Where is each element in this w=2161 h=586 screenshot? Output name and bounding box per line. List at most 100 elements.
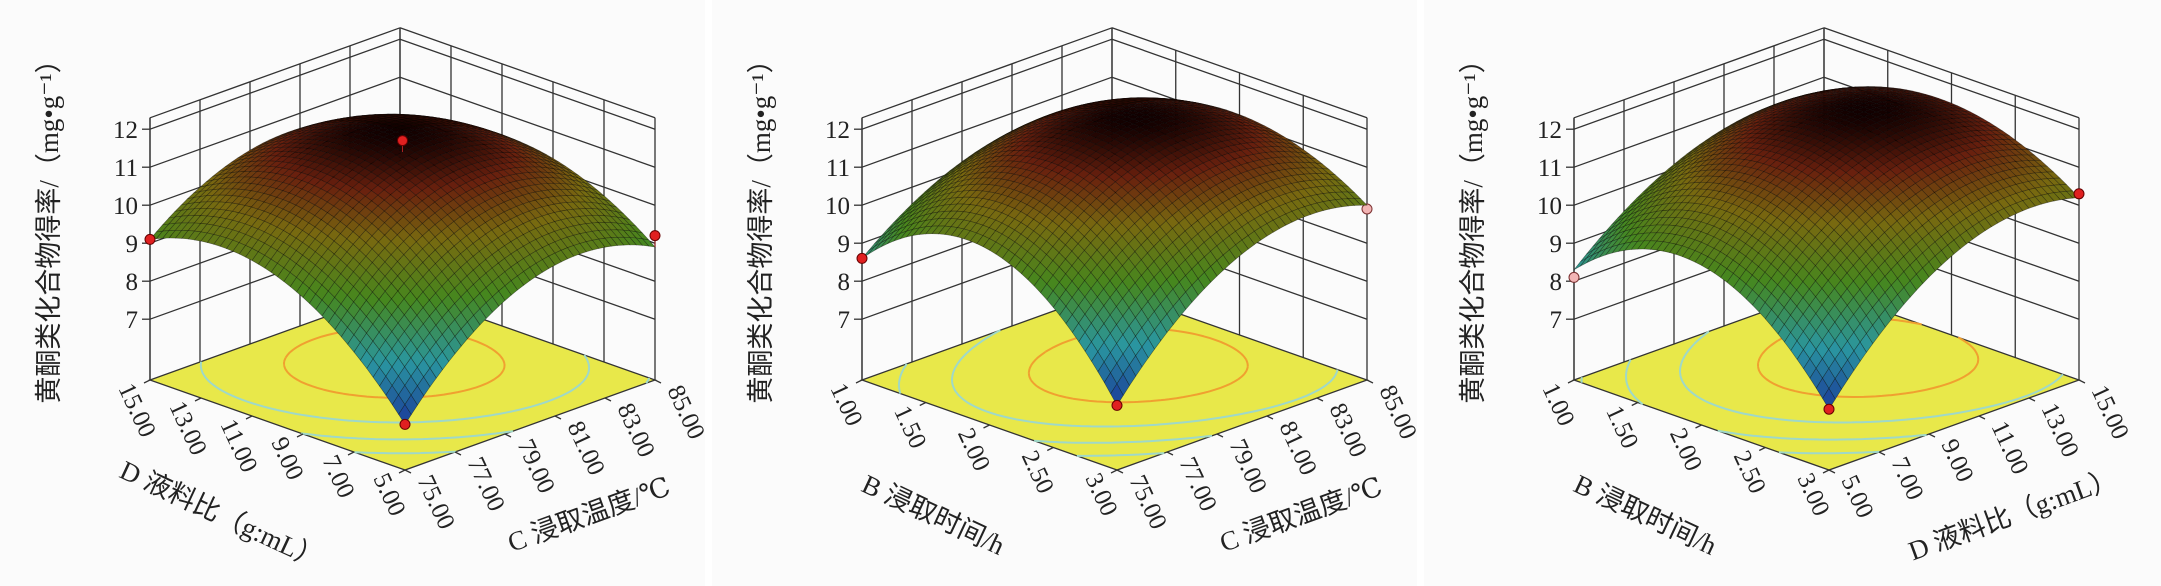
surface-patch xyxy=(218,164,232,172)
surface-patch xyxy=(404,322,418,341)
surface-patch xyxy=(1119,99,1133,103)
surface-patch xyxy=(1915,238,1930,254)
surface-patch xyxy=(352,249,367,265)
surface-patch xyxy=(1226,113,1240,118)
surface-patch xyxy=(326,168,341,178)
surface-patch xyxy=(1940,206,1955,220)
surface-patch xyxy=(1744,183,1759,194)
surface-patch xyxy=(1037,119,1051,125)
surface-patch xyxy=(1850,105,1865,110)
wall-gridline xyxy=(861,38,1113,130)
surface-patch xyxy=(886,221,901,233)
surface-patch xyxy=(320,201,335,214)
surface-patch xyxy=(1825,95,1839,99)
wall-gridline xyxy=(149,76,401,168)
surface-patch xyxy=(1724,131,1738,139)
surface-patch xyxy=(1771,284,1785,301)
surface-patch xyxy=(1110,342,1124,364)
surface-patch xyxy=(357,146,372,154)
surface-patch xyxy=(1957,121,1973,128)
surface-patch xyxy=(1763,192,1778,203)
surface-patch xyxy=(1739,269,1753,285)
surface-patch xyxy=(490,164,505,172)
surface-patch xyxy=(559,183,574,191)
surface-patch xyxy=(391,394,406,415)
surface-patch xyxy=(1761,104,1775,110)
surface-patch xyxy=(1209,184,1223,196)
surface-patch xyxy=(1812,101,1826,106)
surface-patch xyxy=(1072,322,1086,343)
surface-patch xyxy=(1882,123,1897,130)
surface-patch xyxy=(1088,131,1103,139)
surface-patch xyxy=(351,120,364,124)
surface-patch xyxy=(969,232,984,245)
z-tick-label: 8 xyxy=(126,269,139,296)
surface-patch xyxy=(350,118,364,121)
surface-patch xyxy=(1786,113,1802,119)
surface-patch xyxy=(1204,265,1218,283)
surface-patch xyxy=(1097,361,1111,384)
surface-patch xyxy=(1069,115,1083,120)
surface-patch xyxy=(1837,93,1851,97)
surface-patch xyxy=(2059,190,2074,200)
surface-patch xyxy=(1113,123,1128,131)
surface-patch xyxy=(1018,122,1032,129)
surface-patch xyxy=(1768,129,1783,135)
surface-patch xyxy=(280,142,296,148)
surface-patch xyxy=(1159,248,1174,265)
surface-patch xyxy=(1749,111,1763,118)
surface-patch xyxy=(521,178,536,187)
surface-patch xyxy=(1718,158,1733,165)
surface-patch xyxy=(1826,193,1841,206)
surface-patch xyxy=(477,160,492,168)
surface-patch xyxy=(1005,127,1019,135)
z-tick-label: 11 xyxy=(826,155,850,182)
surface-patch xyxy=(275,151,290,157)
surface-patch xyxy=(565,171,579,179)
surface-patch xyxy=(1176,107,1190,112)
surface-patch xyxy=(981,171,996,179)
surface-patch xyxy=(1982,125,1998,131)
surface-patch xyxy=(407,129,422,136)
surface-patch xyxy=(390,199,404,212)
surface-patch xyxy=(1774,107,1788,113)
surface-patch xyxy=(956,219,971,230)
surface-patch xyxy=(1888,126,1903,134)
surface-patch xyxy=(1145,126,1160,134)
surface-patch xyxy=(1667,167,1682,177)
surface-patch xyxy=(1082,141,1097,149)
surface-patch xyxy=(289,215,303,227)
surface-patch xyxy=(981,184,996,193)
surface-patch xyxy=(1839,193,1854,206)
surface-patch xyxy=(1983,145,1998,153)
surface-patch xyxy=(1758,271,1772,288)
surface-patch xyxy=(1758,286,1772,303)
surface-patch xyxy=(1726,259,1740,274)
surface-patch xyxy=(1764,263,1778,279)
surface-patch xyxy=(1825,132,1840,141)
surface-patch xyxy=(1655,175,1669,186)
surface-patch xyxy=(1096,215,1110,230)
design-point-above-surface xyxy=(1111,399,1123,411)
surface-patch xyxy=(1976,134,1992,141)
y-tick-mark xyxy=(604,397,612,402)
surface-patch xyxy=(326,195,341,207)
surface-patch xyxy=(1724,123,1738,131)
surface-patch xyxy=(1739,283,1753,300)
surface-patch xyxy=(1814,173,1828,185)
surface-patch xyxy=(1889,156,1904,167)
surface-patch xyxy=(1084,341,1099,362)
surface-patch xyxy=(1775,141,1790,149)
surface-patch xyxy=(1076,138,1091,147)
surface-patch xyxy=(2021,166,2036,175)
surface-patch xyxy=(1934,250,1949,266)
surface-patch xyxy=(1845,177,1860,189)
surface-patch xyxy=(339,203,354,216)
surface-patch xyxy=(1939,165,1954,176)
surface-patch xyxy=(1103,280,1117,298)
surface-patch xyxy=(433,178,448,189)
surface-patch xyxy=(1122,258,1136,275)
surface-patch xyxy=(1189,119,1204,126)
surface-patch xyxy=(356,126,372,132)
surface-patch xyxy=(1119,112,1134,118)
